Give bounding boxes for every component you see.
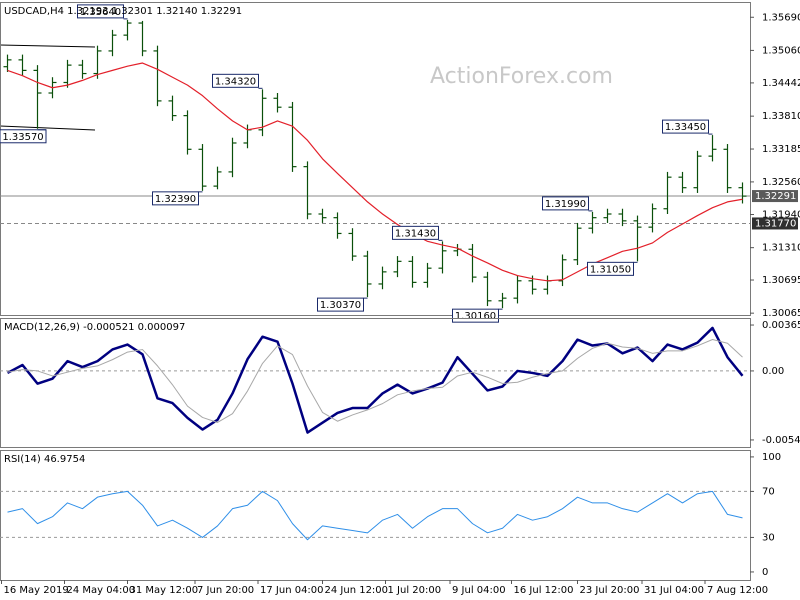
y-tick-label: 1.35690	[762, 12, 800, 23]
x-tick-label: 24 Jun 12:00	[325, 585, 389, 596]
annotation-label: 1.31050	[590, 264, 631, 275]
annotation-box	[542, 196, 589, 211]
y-tick-label: 0	[762, 567, 768, 578]
price-tag	[752, 190, 798, 203]
y-tick-label: 1.34442	[762, 78, 800, 89]
x-tick-label: 24 May 04:00	[67, 585, 136, 596]
y-tick-label: 1.31310	[762, 243, 800, 254]
x-tick-label: 1 Jul 20:00	[388, 585, 442, 596]
panel-frame	[0, 318, 751, 448]
price-tag-label: 1.32291	[755, 191, 796, 202]
panel-title: MACD(12,26,9) -0.000521 0.000097	[4, 322, 185, 333]
annotation-box	[77, 4, 124, 19]
panel-frame	[0, 2, 751, 316]
annotation-label: 1.31990	[545, 199, 586, 210]
trend-line	[0, 44, 96, 48]
y-tick-label: 1.30695	[762, 275, 800, 286]
annotation-box	[587, 261, 634, 276]
x-tick-label: 31 May 12:00	[130, 585, 199, 596]
annotation-label: 1.33570	[2, 132, 43, 143]
x-tick-label: 17 Jun 04:00	[260, 585, 324, 596]
x-tick-label: 16 May 2019	[4, 585, 69, 596]
x-tick-label: 31 Jul 04:00	[644, 585, 704, 596]
series-line	[7, 490, 743, 541]
x-tick-label: 9 Jul 04:00	[452, 585, 506, 596]
y-tick-label: 30	[762, 532, 775, 543]
x-tick-label: 7 Jun 20:00	[197, 585, 254, 596]
trend-line	[0, 125, 96, 131]
y-tick-label: 1.31940	[762, 210, 800, 221]
annotation-label: 1.31430	[395, 228, 436, 239]
annotation-box	[662, 119, 709, 134]
series-line	[7, 62, 743, 282]
annotation-label: 1.34320	[215, 76, 256, 87]
x-tick-label: 7 Aug 12:00	[707, 585, 768, 596]
y-tick-label: 70	[762, 486, 775, 497]
annotation-label: 1.35640	[80, 7, 121, 18]
annotation-label: 1.30370	[320, 300, 361, 311]
y-tick-label: 100	[762, 452, 781, 463]
annotation-label: 1.30160	[455, 311, 496, 322]
series-line	[7, 339, 743, 423]
y-tick-label: 1.30065	[762, 308, 800, 319]
y-tick-label: 1.33185	[762, 144, 800, 155]
annotation-box	[317, 297, 364, 312]
x-tick-label: 23 Jul 20:00	[580, 585, 640, 596]
series-line	[6, 326, 744, 434]
price-tag	[752, 217, 798, 230]
y-tick-label: -0.005489	[762, 435, 800, 446]
annotation-box	[152, 191, 199, 206]
panel-title: RSI(14) 46.9754	[4, 454, 85, 465]
x-tick-label: 16 Jul 12:00	[514, 585, 574, 596]
panel-title: USDCAD,H4 1.32193 1.32301 1.32140 1.3229…	[4, 6, 242, 17]
y-tick-label: 1.35060	[762, 45, 800, 56]
price-tag-label: 1.31770	[755, 218, 796, 229]
y-tick-label: 0.003651	[762, 320, 800, 331]
annotation-label: 1.33450	[665, 122, 706, 133]
panel-frame	[0, 450, 751, 581]
y-tick-label: 0.00	[762, 366, 784, 377]
annotation-box	[392, 225, 439, 240]
annotation-box	[212, 73, 259, 88]
y-tick-label: 1.32560	[762, 177, 800, 188]
annotation-box	[0, 129, 47, 144]
watermark: ActionForex.com	[430, 64, 613, 89]
annotation-label: 1.32390	[155, 194, 196, 205]
y-tick-label: 1.33810	[762, 111, 800, 122]
